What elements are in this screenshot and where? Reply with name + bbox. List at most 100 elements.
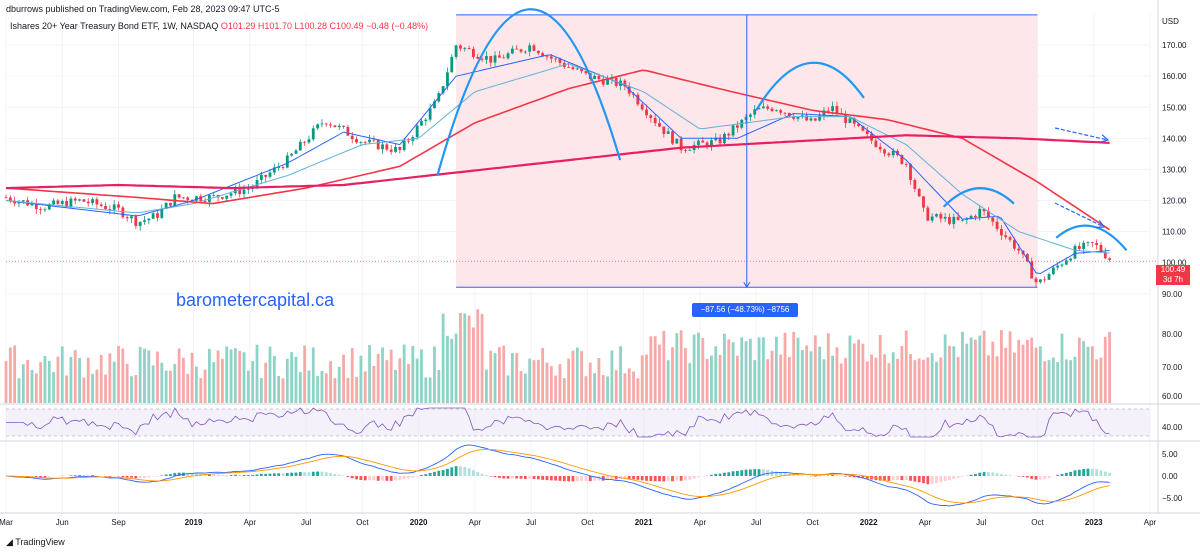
macd-histogram-bar [891, 476, 895, 481]
volume-bar [614, 370, 618, 403]
candle-body [415, 125, 419, 138]
volume-bar [848, 335, 852, 403]
published-note: dburrows published on TradingView.com, F… [6, 4, 280, 14]
volume-bar [627, 368, 631, 403]
volume-bar [433, 346, 436, 403]
volume-bar [900, 345, 904, 403]
candle-body [883, 149, 886, 154]
rsi-tick-label: 40.00 [1162, 423, 1183, 432]
candle-body [151, 213, 155, 219]
volume-bar [78, 357, 81, 403]
candle-body [974, 215, 977, 218]
candle-body [519, 49, 523, 52]
volume-bar [922, 359, 925, 403]
candle-body [376, 140, 380, 150]
volume-bar [969, 337, 973, 403]
volume-bar [575, 347, 579, 403]
candle-body [878, 146, 882, 150]
candle-body [1043, 279, 1047, 281]
volume-bar [268, 346, 272, 403]
candle-body [1095, 242, 1099, 246]
macd-histogram-bar [1099, 470, 1103, 476]
macd-histogram-bar [593, 476, 596, 481]
volume-bar [588, 362, 592, 403]
volume-bar [510, 353, 514, 403]
candle-body [818, 115, 822, 121]
macd-histogram-bar [748, 469, 752, 476]
volume-bar [208, 348, 211, 403]
candle-body [857, 123, 860, 127]
candle-body [1056, 265, 1060, 268]
macd-histogram-bar [281, 473, 285, 476]
macd-histogram-bar [783, 473, 787, 476]
macd-tick-label: 5.00 [1162, 450, 1178, 459]
volume-bar [489, 350, 493, 403]
volume-bar [407, 363, 410, 403]
macd-histogram-bar [844, 476, 848, 477]
candle-body [446, 72, 449, 87]
annotation-arc [436, 8, 622, 176]
macd-histogram-bar [411, 476, 415, 478]
candle-body [147, 218, 151, 221]
macd-histogram-bar [480, 473, 484, 476]
volume-bar [182, 357, 185, 403]
candle-body [454, 45, 458, 57]
volume-bar [545, 362, 549, 403]
candle-body [359, 142, 363, 143]
macd-histogram-bar [39, 476, 43, 478]
moving-averages [5, 54, 1111, 275]
volume-bar [792, 331, 796, 403]
candle-body [4, 197, 8, 199]
volume-bar [532, 360, 536, 403]
volume-bar [229, 349, 233, 403]
macd-histogram-bar [865, 476, 869, 479]
volume-bar [91, 373, 94, 403]
volume-bar [355, 376, 358, 403]
candle-body [34, 203, 38, 210]
volume-bar [519, 371, 523, 403]
volume-bar [930, 353, 934, 403]
volume-bar [160, 362, 164, 403]
candle-body [826, 110, 830, 112]
macd-histogram-bar [774, 471, 778, 476]
volume-bar [1008, 331, 1012, 403]
macd-histogram-bar [1056, 475, 1060, 476]
volume-bar [437, 370, 441, 403]
volume-bar [506, 375, 510, 403]
candle-body [891, 150, 895, 156]
macd-histogram-bar [233, 474, 237, 476]
volume-bar [376, 353, 380, 403]
candle-body [671, 131, 674, 144]
candle-body [290, 153, 294, 156]
macd-histogram-bar [497, 476, 501, 478]
volume-bar [264, 362, 268, 403]
volume-bar [913, 360, 917, 403]
time-tick-label: Oct [1031, 518, 1044, 527]
volume-bar [1030, 337, 1034, 403]
candle-body [264, 174, 268, 177]
time-tick-label: Mar [0, 518, 13, 527]
macd-histogram-bar [536, 476, 540, 480]
volume-bar [290, 352, 294, 403]
macd-histogram-bar [259, 473, 263, 476]
ohlc-change: −0.48 (−0.48%) [366, 21, 429, 31]
volume-bar [623, 373, 627, 403]
volume-bar [554, 375, 558, 403]
candle-body [268, 172, 272, 177]
macd-histogram-bar [645, 476, 648, 481]
candle-body [56, 200, 60, 204]
candle-body [190, 199, 194, 201]
candle-body [662, 126, 666, 134]
volume-bar [112, 361, 116, 403]
measure-label: −87.56 (−48.73%) −8756 [692, 303, 798, 317]
time-tick-label: 2020 [410, 518, 428, 527]
candle-body [493, 55, 497, 63]
volume-bar [974, 339, 977, 403]
candle-body [182, 197, 185, 199]
volume-bar [4, 360, 8, 403]
volume-bar [961, 331, 964, 403]
time-tick-label: 2019 [185, 518, 203, 527]
macd-histogram-bar [541, 476, 545, 480]
volume-bar [1025, 339, 1029, 403]
